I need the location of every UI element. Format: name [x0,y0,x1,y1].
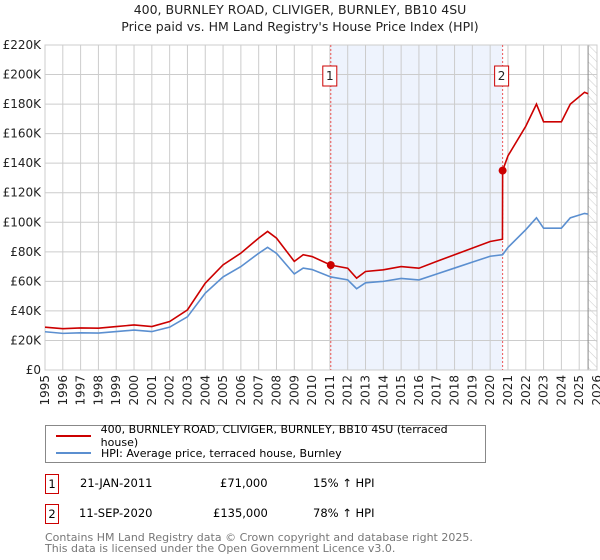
legend-label: 400, BURNLEY ROAD, CLIVIGER, BURNLEY, BB… [100,423,448,449]
x-tick-label: 2013 [359,375,373,406]
y-tick-label: £20K [10,333,42,347]
x-tick-label: 2015 [394,375,408,406]
sale-point [498,166,507,175]
sale-hpi: 15% ↑ HPI [313,476,375,490]
x-tick-label: 2023 [537,375,551,406]
legend-item-property: 400, BURNLEY ROAD, CLIVIGER, BURNLEY, BB… [56,423,485,449]
x-tick-label: 1998 [91,375,105,406]
x-tick-label: 2014 [376,375,390,406]
sale-label: 2 [498,69,506,83]
x-tick-label: 2003 [180,375,194,406]
sale-price: £135,000 [213,506,268,520]
y-tick-label: £100K [3,215,43,229]
x-tick-label: 2017 [430,375,444,406]
y-tick-label: £180K [3,97,43,111]
y-tick-label: £220K [3,38,43,52]
x-tick-label: 2026 [590,375,600,406]
plot-area: £0 £20K £40K £60K £80K £100K £120K £140K £160K £1… [3,38,600,406]
x-tick-label: 2018 [448,375,462,406]
x-tick-label: 2016 [412,375,426,406]
legend-label: HPI: Average price, terraced house, Burn… [101,446,342,460]
sale-period-shading [330,45,503,370]
footer-licence: This data is licensed under the Open Gov… [45,542,396,555]
sale-date: 11-SEP-2020 [79,506,153,520]
sale-date: 21-JAN-2011 [80,476,153,490]
y-tick-label: £200K [3,68,43,82]
legend-swatch-red [56,435,91,437]
x-tick-label: 2020 [483,375,497,406]
sale-label-box [494,65,510,87]
plot-frame [44,44,598,371]
y-tick-label: £140K [3,156,43,170]
sale-price: £71,000 [220,476,268,490]
y-tick-label: £160K [3,127,43,141]
chart-subtitle: Price paid vs. HM Land Registry's House … [121,19,479,34]
legend: 400, BURNLEY ROAD, CLIVIGER, BURNLEY, BB… [45,423,486,463]
sale-point [326,261,335,270]
x-tick-label: 2009 [287,375,301,406]
x-tick-label: 2007 [252,375,266,406]
forecast-hatch [588,45,597,370]
x-tick-label: 2008 [269,375,283,406]
x-tick-label: 1995 [38,375,52,406]
x-tick-label: 2024 [554,375,568,406]
y-tick-label: £80K [10,245,42,259]
hpi-line [44,212,589,335]
x-tick-label: 2005 [216,375,230,406]
x-tick-label: 2001 [145,375,159,406]
sale-label: 1 [326,69,334,83]
x-tick-label: 2002 [163,375,177,406]
legend-item-hpi: HPI: Average price, terraced house, Burn… [56,445,342,461]
sale-hpi: 78% ↑ HPI [313,506,375,520]
y-tick-label: £40K [10,304,42,318]
x-tick-label: 2012 [341,375,355,406]
x-tick-label: 2010 [305,375,319,406]
y-tick-label: £0 [26,363,41,377]
sale-label-box [322,65,338,87]
x-tick-label: 2021 [501,375,515,406]
legend-swatch-blue [56,452,91,454]
x-tick-label: 2019 [465,375,479,406]
property-price-line [44,91,589,330]
sale-number: 1 [45,474,59,494]
footer-copyright: Contains HM Land Registry data © Crown c… [45,531,473,544]
x-tick-label: 2006 [234,375,248,406]
y-tick-label: £60K [10,274,42,288]
x-tick-label: 1996 [56,375,70,406]
x-tick-label: 2022 [519,375,533,406]
chart-title: 400, BURNLEY ROAD, CLIVIGER, BURNLEY, BB… [133,2,467,17]
sale-number: 2 [45,504,59,524]
y-tick-label: £120K [3,186,43,200]
x-tick-label: 1997 [74,375,88,406]
x-tick-label: 2011 [323,375,337,406]
x-tick-label: 2004 [198,375,212,406]
x-tick-label: 1999 [109,375,123,406]
x-tick-label: 2025 [572,375,586,406]
x-tick-label: 2000 [127,375,141,406]
